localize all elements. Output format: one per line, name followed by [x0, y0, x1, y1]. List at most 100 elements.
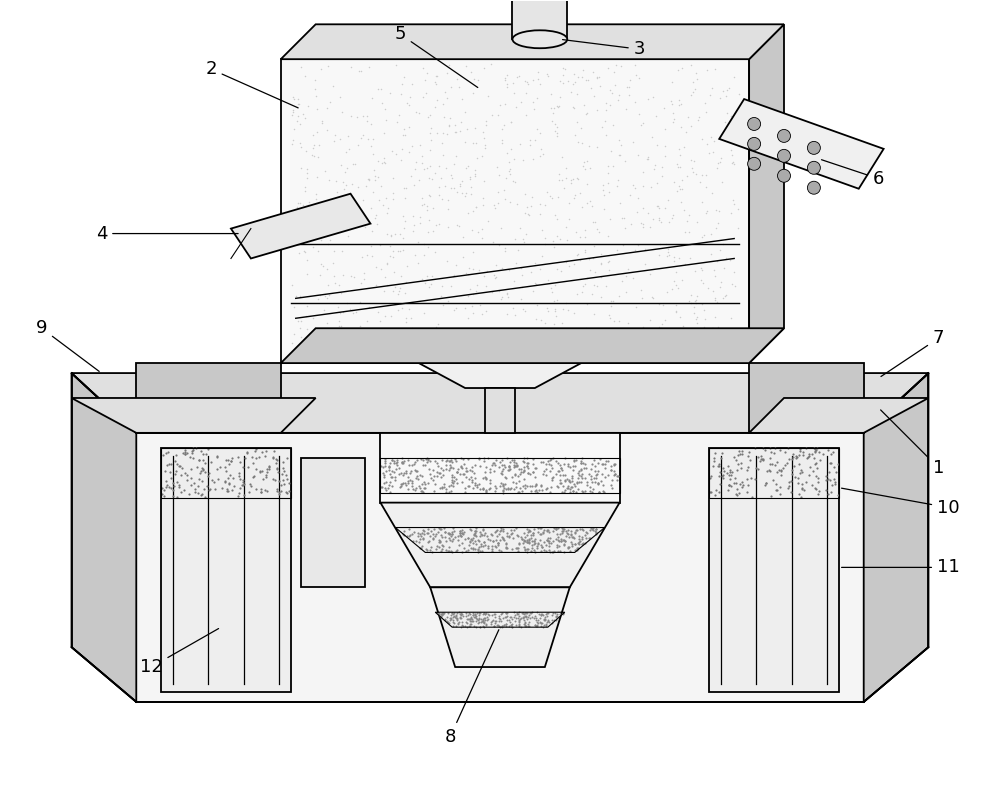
Point — [502, 195, 518, 208]
Point — [502, 482, 518, 495]
Point — [432, 535, 448, 548]
Point — [314, 117, 330, 129]
Point — [569, 248, 585, 261]
Point — [462, 464, 478, 477]
Point — [522, 139, 538, 151]
Point — [506, 454, 522, 466]
Point — [516, 455, 532, 468]
Point — [329, 186, 345, 199]
Point — [672, 161, 688, 173]
Text: 5: 5 — [395, 25, 478, 87]
Point — [458, 606, 474, 619]
Point — [806, 452, 822, 464]
Point — [434, 480, 450, 492]
Point — [495, 532, 511, 545]
Point — [723, 312, 739, 325]
Point — [472, 545, 488, 557]
Point — [503, 332, 519, 344]
Point — [269, 462, 285, 474]
Point — [606, 469, 622, 481]
Point — [528, 483, 544, 496]
Point — [825, 445, 841, 458]
Point — [521, 209, 537, 221]
Point — [384, 465, 400, 478]
Point — [494, 290, 510, 303]
Point — [306, 139, 322, 152]
Point — [461, 619, 477, 632]
Point — [688, 297, 704, 310]
Point — [459, 123, 475, 136]
Point — [320, 59, 336, 72]
Point — [381, 464, 397, 477]
Point — [449, 465, 465, 478]
Point — [245, 471, 261, 484]
Point — [433, 608, 449, 620]
Point — [434, 454, 450, 466]
Point — [359, 249, 375, 262]
Point — [534, 484, 550, 496]
Point — [394, 452, 410, 465]
Point — [309, 170, 325, 183]
Point — [370, 347, 386, 359]
Point — [493, 615, 509, 627]
Point — [396, 343, 412, 355]
Point — [707, 489, 723, 501]
Point — [424, 269, 440, 282]
Point — [520, 526, 536, 539]
Point — [504, 340, 520, 352]
Point — [394, 143, 410, 155]
Point — [420, 225, 436, 238]
Point — [414, 191, 430, 204]
Point — [495, 478, 511, 491]
Point — [485, 236, 501, 248]
Point — [419, 455, 435, 468]
Point — [790, 472, 806, 485]
Point — [801, 448, 817, 460]
Point — [524, 538, 540, 551]
Point — [573, 121, 589, 134]
Point — [291, 247, 307, 259]
Point — [285, 133, 301, 146]
Point — [651, 298, 667, 310]
Point — [477, 142, 493, 154]
Point — [539, 524, 555, 537]
Point — [708, 484, 724, 496]
Point — [716, 262, 732, 274]
Point — [544, 471, 560, 484]
Point — [452, 525, 468, 537]
Point — [416, 341, 432, 354]
Point — [820, 488, 836, 500]
Point — [722, 464, 738, 477]
Point — [168, 464, 184, 477]
Point — [669, 184, 685, 197]
Point — [530, 73, 546, 86]
Point — [298, 221, 314, 233]
Point — [289, 201, 305, 214]
Point — [443, 169, 459, 181]
Point — [338, 146, 354, 158]
Point — [570, 247, 586, 260]
Point — [469, 151, 485, 164]
Point — [442, 459, 458, 471]
Point — [455, 610, 471, 623]
Point — [457, 106, 473, 118]
Point — [490, 538, 506, 551]
Point — [426, 469, 442, 481]
Point — [269, 482, 285, 495]
Point — [645, 213, 661, 225]
Point — [657, 202, 673, 214]
Point — [521, 533, 537, 545]
Point — [586, 471, 602, 484]
Point — [555, 77, 571, 90]
Point — [312, 269, 328, 281]
Point — [529, 539, 545, 552]
Point — [376, 477, 392, 489]
Point — [516, 618, 532, 630]
Point — [351, 65, 367, 78]
Point — [379, 278, 395, 291]
Point — [452, 608, 468, 620]
Point — [502, 455, 518, 468]
Point — [454, 174, 470, 187]
Point — [689, 216, 705, 229]
Point — [545, 325, 561, 337]
